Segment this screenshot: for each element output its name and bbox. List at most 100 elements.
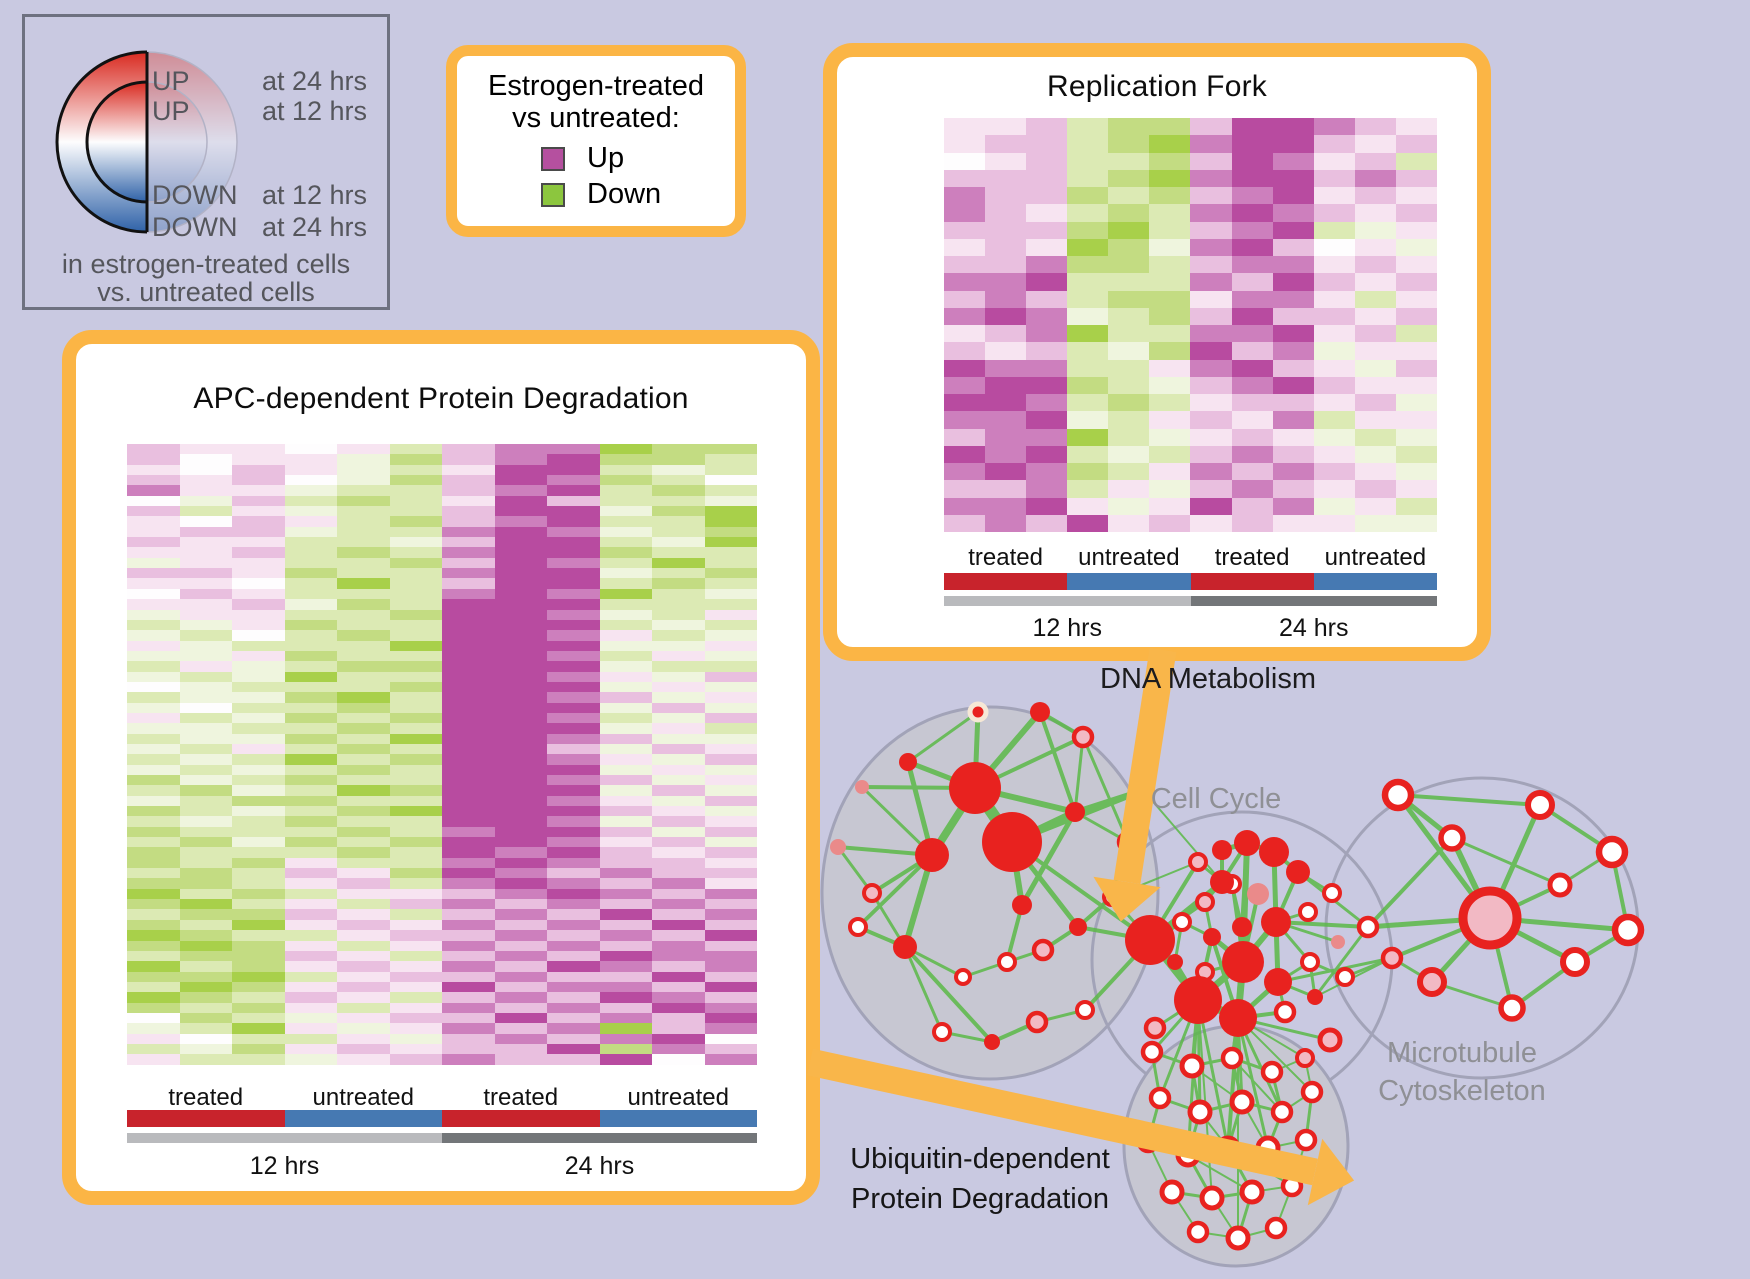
heatmap-cell — [1067, 169, 1109, 187]
heatmap-cell — [1272, 187, 1314, 205]
heatmap-cell — [389, 1033, 442, 1044]
heatmap-cell — [442, 1033, 495, 1044]
heatmap-row — [944, 204, 1437, 222]
heatmap-cell — [985, 135, 1027, 153]
heatmap-cell — [547, 630, 600, 641]
heatmap-cell — [232, 878, 285, 889]
heatmap-cell — [547, 526, 600, 538]
heatmap-row — [944, 118, 1437, 136]
heatmap-cell — [652, 847, 705, 858]
heatmap-cell — [599, 578, 652, 589]
network-node-rw — [1611, 913, 1645, 947]
heatmap-cell — [985, 497, 1027, 515]
heatmap-cell — [284, 950, 337, 962]
heatmap-cell — [704, 919, 757, 931]
heatmap-cell — [1190, 411, 1232, 429]
heatmap-row — [127, 444, 757, 455]
hr12-bar — [127, 1133, 442, 1143]
heatmap-cell — [337, 464, 390, 476]
heatmap-cell — [985, 394, 1027, 412]
heatmap-cell — [652, 702, 705, 713]
heatmap-cell — [652, 785, 705, 796]
heatmap-cell — [1190, 342, 1232, 360]
heatmap-cell — [652, 826, 705, 838]
heatmap-cell — [1190, 359, 1232, 377]
heatmap-cell — [652, 568, 705, 579]
heatmap-cell — [1272, 497, 1314, 515]
heatmap-cell — [442, 816, 495, 827]
heatmap-cell — [284, 1012, 337, 1024]
heatmap-cell — [1313, 221, 1355, 239]
heatmap-cell — [284, 444, 337, 455]
heatmap-cell — [442, 692, 495, 703]
heatmap-cell — [232, 619, 285, 631]
heatmap-cell — [494, 857, 547, 869]
heatmap-cell — [599, 1043, 652, 1055]
heatmap-cell — [547, 1012, 600, 1024]
heatmap-cell — [337, 888, 390, 900]
heatmap-cell — [337, 526, 390, 538]
heatmap-cell — [652, 506, 705, 517]
network-node-s — [1222, 941, 1264, 983]
heatmap-cell — [337, 692, 390, 703]
heatmap-row — [127, 454, 757, 465]
at-12hrs-top-label: at 12 hrs — [262, 96, 367, 126]
network-node-rw — [1300, 952, 1320, 972]
heatmap-cell — [389, 826, 442, 838]
heatmap-row — [127, 712, 757, 724]
network-node-rw — [1159, 1179, 1185, 1205]
heatmap-cell — [599, 806, 652, 817]
heatmap-cell — [337, 754, 390, 765]
heatmap-cell — [232, 702, 285, 713]
heatmap-cell — [1272, 359, 1314, 377]
heatmap-cell — [1067, 238, 1109, 256]
heatmap-cell — [1272, 169, 1314, 187]
heatmap-row — [944, 394, 1437, 412]
heatmap-cell — [652, 992, 705, 1003]
heatmap-cell — [1231, 169, 1273, 187]
network-node-rw — [1199, 1185, 1225, 1211]
heatmap-cell — [704, 992, 757, 1003]
heatmap-cell — [652, 878, 705, 889]
heatmap-cell — [704, 816, 757, 827]
heatmap-cell — [1190, 152, 1232, 170]
heatmap-cell — [1026, 497, 1068, 515]
heatmap-cell — [127, 930, 180, 941]
heatmap-cell — [127, 1054, 180, 1065]
heatmap-cell — [1231, 118, 1273, 136]
heatmap-row — [944, 463, 1437, 481]
heatmap-row — [127, 1012, 757, 1024]
heatmap-row — [127, 464, 757, 476]
heatmap-cell — [1395, 221, 1437, 239]
heatmap-cell — [337, 785, 390, 796]
heatmap-cell — [704, 1043, 757, 1055]
heatmap-cell — [179, 681, 232, 693]
heatmap-cell — [284, 588, 337, 600]
heatmap-row — [127, 754, 757, 765]
heatmap-row — [944, 497, 1437, 515]
heatmap-cell — [442, 568, 495, 579]
heatmap-cell — [442, 557, 495, 569]
heatmap-cell — [599, 940, 652, 951]
heatmap-cell — [1026, 307, 1068, 325]
heatmap-cell — [127, 526, 180, 538]
heatmap-cell — [232, 888, 285, 900]
heatmap-row — [127, 795, 757, 807]
network-node-rp — [1380, 946, 1404, 970]
heatmap-cell — [1272, 118, 1314, 136]
heatmap-cell — [1108, 307, 1150, 325]
heatmap-cell — [704, 537, 757, 548]
heatmap-cell — [652, 909, 705, 920]
heatmap-cell — [985, 411, 1027, 429]
heatmap-cell — [127, 775, 180, 786]
heatmap-cell — [442, 526, 495, 538]
heatmap-cell — [1395, 445, 1437, 463]
heatmap-cell — [284, 837, 337, 848]
network-node-s — [1125, 915, 1175, 965]
heatmap-cell — [1354, 169, 1396, 187]
heatmap-cell — [1272, 204, 1314, 222]
heatmap-cell — [1067, 359, 1109, 377]
heatmap-cell — [127, 1002, 180, 1013]
network-node-rw — [1335, 967, 1355, 987]
heatmap-cell — [652, 816, 705, 827]
